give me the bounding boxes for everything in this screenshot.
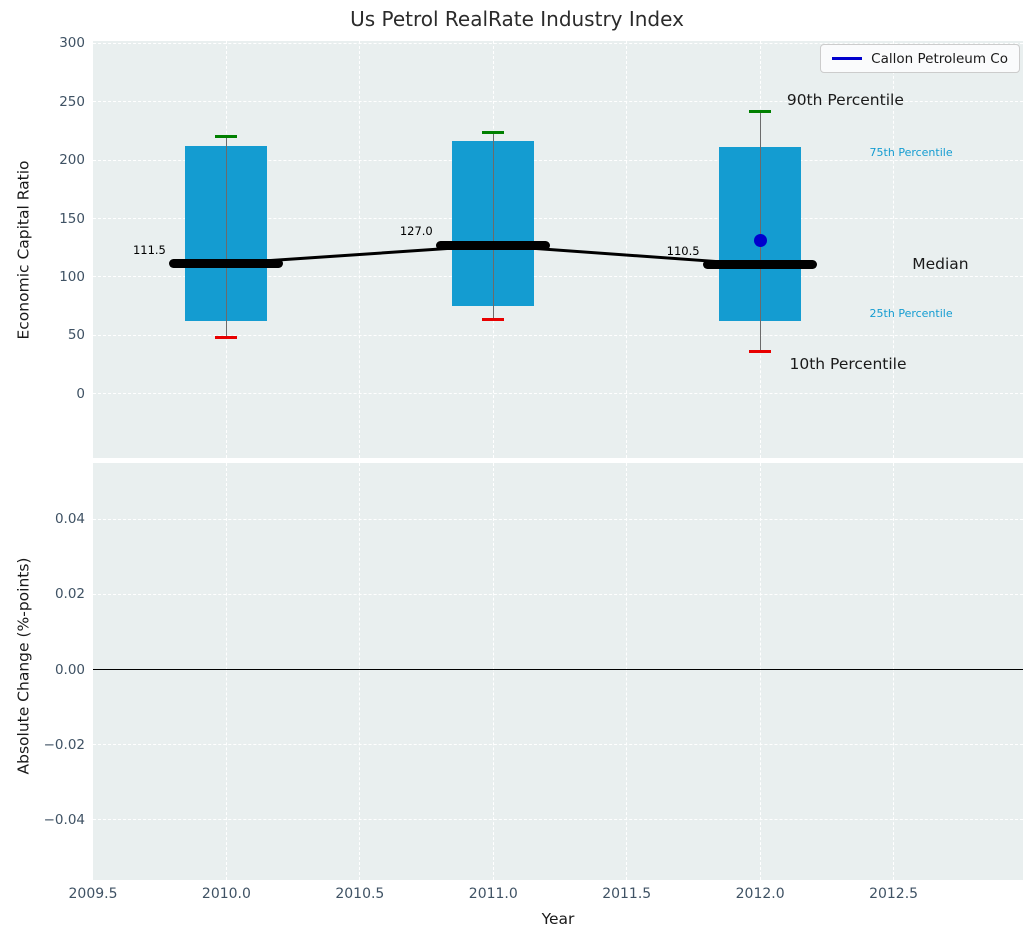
gridline-horizontal xyxy=(93,217,1023,219)
zero-line xyxy=(93,668,1023,671)
gridline-horizontal xyxy=(93,101,1023,103)
legend-line-icon xyxy=(832,57,863,60)
y-tick-label: 150 xyxy=(59,210,85,227)
x-tick-label: 2012.5 xyxy=(869,886,919,902)
cap-10th-2012 xyxy=(749,350,772,354)
gridline-vertical xyxy=(892,41,894,458)
cap-90th-2010 xyxy=(215,135,238,139)
cap-90th-2012 xyxy=(749,109,772,113)
gridline-vertical xyxy=(92,41,94,458)
y-tick-label: 50 xyxy=(67,327,85,344)
gridline-horizontal xyxy=(93,42,1023,44)
gridline-vertical xyxy=(759,463,761,880)
gridline-horizontal xyxy=(93,276,1023,278)
gridline-horizontal xyxy=(93,334,1023,336)
y-tick-label: 100 xyxy=(59,268,85,285)
bottom-plot-area xyxy=(93,463,1023,880)
gridline-vertical xyxy=(626,463,628,880)
annotation-median: Median xyxy=(912,255,969,274)
chart-title: Us Petrol RealRate Industry Index xyxy=(350,7,684,31)
y-tick-label: 0 xyxy=(76,385,85,402)
cap-90th-2011 xyxy=(482,130,505,134)
y-tick-label: 300 xyxy=(59,35,85,52)
gridline-horizontal xyxy=(93,593,1023,595)
annotation-25th-percentile: 25th Percentile xyxy=(869,307,953,321)
y-tick-label: 250 xyxy=(59,93,85,110)
y-tick-label: 0.04 xyxy=(54,511,85,528)
median-segment-2010 xyxy=(169,259,284,269)
x-tick-label: 2011.5 xyxy=(602,886,652,902)
gridline-horizontal xyxy=(93,819,1023,821)
median-segment-2011 xyxy=(436,240,551,250)
x-axis-label: Year xyxy=(541,910,575,928)
median-segment-2012 xyxy=(703,260,818,270)
x-tick-label: 2012.0 xyxy=(735,886,785,902)
median-value-label-2011: 127.0 xyxy=(399,224,433,239)
gridline-horizontal xyxy=(93,744,1023,746)
gridline-vertical xyxy=(359,41,361,458)
cap-10th-2010 xyxy=(215,336,238,340)
gridline-vertical xyxy=(359,463,361,880)
gridline-horizontal xyxy=(93,393,1023,395)
annotation-90th-percentile: 90th Percentile xyxy=(786,90,904,109)
gridline-horizontal xyxy=(93,518,1023,520)
median-value-label-2012: 110.5 xyxy=(666,243,700,258)
whisker-2011 xyxy=(492,132,494,319)
annotation-10th-percentile: 10th Percentile xyxy=(789,354,907,373)
y-tick-label: 0.00 xyxy=(54,661,85,678)
gridline-horizontal xyxy=(93,159,1023,161)
annotation-75th-percentile: 75th Percentile xyxy=(869,145,953,159)
gridline-vertical xyxy=(626,41,628,458)
gridline-vertical xyxy=(92,463,94,880)
legend-label: Callon Petroleum Co xyxy=(871,50,1008,67)
y-tick-label: 200 xyxy=(59,152,85,169)
x-tick-label: 2010.5 xyxy=(335,886,385,902)
gridline-vertical xyxy=(892,463,894,880)
legend: Callon Petroleum Co xyxy=(820,44,1020,73)
y-tick-label: −0.02 xyxy=(43,736,85,753)
gridline-vertical xyxy=(225,463,227,880)
whisker-2010 xyxy=(225,136,228,338)
x-tick-label: 2011.0 xyxy=(468,886,518,902)
x-tick-label: 2010.0 xyxy=(201,886,251,902)
y-tick-label: −0.04 xyxy=(43,811,85,828)
median-value-label-2010: 111.5 xyxy=(132,242,166,257)
cap-10th-2011 xyxy=(482,317,505,321)
gridline-vertical xyxy=(492,463,494,880)
y-tick-label: 0.02 xyxy=(54,586,85,603)
company-point xyxy=(753,234,767,248)
x-tick-label: 2009.5 xyxy=(68,886,118,902)
whisker-2012 xyxy=(759,111,761,352)
